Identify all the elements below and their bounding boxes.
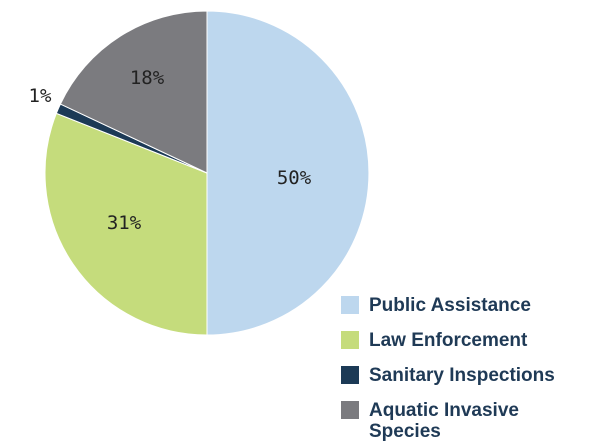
legend-swatch-public-assistance (341, 296, 359, 314)
pie-slice-label-aquatic-invasive-species: 18% (130, 67, 165, 89)
pie-slice-public-assistance (206, 10, 370, 336)
legend-label-sanitary-inspections: Sanitary Inspections (369, 365, 555, 386)
pie-slice-aquatic-invasive-species (59, 10, 208, 174)
legend-item-aquatic-invasive-species: Aquatic Invasive Species (341, 400, 519, 441)
legend-label-aquatic-invasive-species: Aquatic Invasive Species (369, 400, 519, 441)
legend-label-public-assistance: Public Assistance (369, 295, 531, 316)
pie-slice-label-public-assistance: 50% (277, 167, 312, 189)
pie-slices (44, 10, 370, 336)
legend-swatch-sanitary-inspections (341, 366, 359, 384)
legend-item-sanitary-inspections: Sanitary Inspections (341, 365, 555, 386)
pie-slice-law-enforcement (44, 112, 208, 336)
legend-item-public-assistance: Public Assistance (341, 295, 531, 316)
legend-swatch-law-enforcement (341, 331, 359, 349)
legend-item-law-enforcement: Law Enforcement (341, 330, 528, 351)
legend-swatch-aquatic-invasive-species (341, 401, 359, 419)
pie-slice-label-law-enforcement: 31% (107, 212, 142, 234)
legend: Public Assistance Law Enforcement Sanitary… (341, 295, 555, 441)
pie-slice-label-sanitary-inspections: 1% (29, 85, 52, 107)
pie-slice-labels: 50% 31% 1% 18% (29, 67, 312, 234)
legend-label-law-enforcement: Law Enforcement (369, 330, 528, 351)
